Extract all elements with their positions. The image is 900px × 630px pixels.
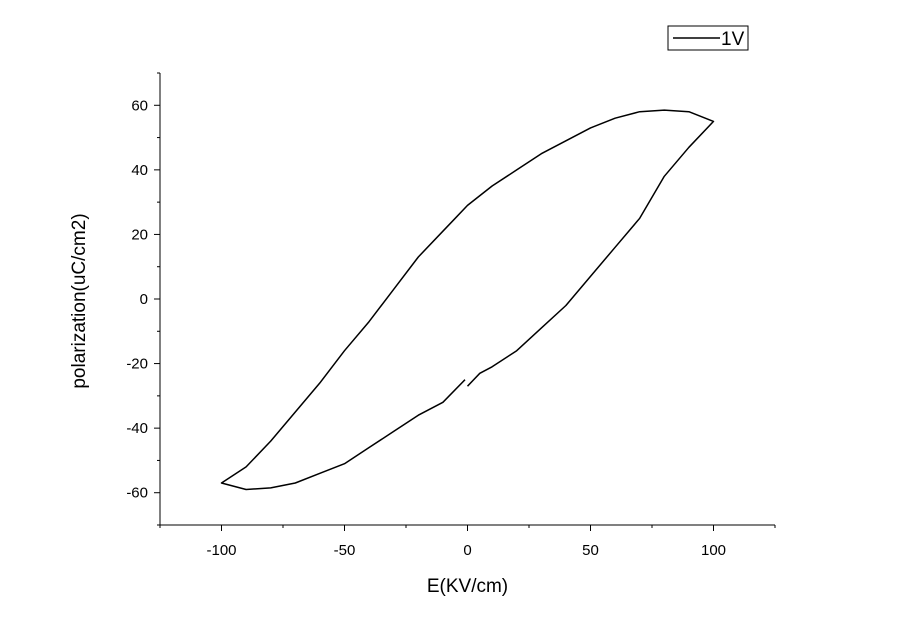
- tick-marks: [154, 72, 776, 531]
- series-line-1v: [220, 109, 715, 491]
- y-tick-label: 0: [140, 291, 148, 308]
- x-tick-label: 100: [701, 542, 726, 559]
- x-tick-label: -100: [206, 542, 236, 559]
- legend-label-1v: 1V: [721, 29, 745, 50]
- y-tick-labels: -60 -40 -20 0 20 40 60: [126, 97, 148, 501]
- series-layer: [220, 109, 715, 491]
- x-tick-label: 0: [463, 542, 471, 559]
- y-tick-label: 60: [131, 97, 148, 114]
- y-tick-label: -40: [126, 420, 148, 437]
- x-tick-label: -50: [334, 542, 356, 559]
- legend: 1V: [667, 25, 749, 51]
- y-tick-label: -20: [126, 356, 148, 373]
- y-tick-label: -60: [126, 485, 148, 502]
- y-tick-label: 40: [131, 162, 148, 179]
- y-axis-title: polarization(uC/cm2): [69, 213, 90, 388]
- y-tick-label: 20: [131, 226, 148, 243]
- x-tick-label: 50: [582, 542, 599, 559]
- x-tick-labels: -100 -50 0 50 100: [206, 542, 726, 559]
- x-axis-title: E(KV/cm): [427, 576, 508, 597]
- axes: [159, 73, 775, 526]
